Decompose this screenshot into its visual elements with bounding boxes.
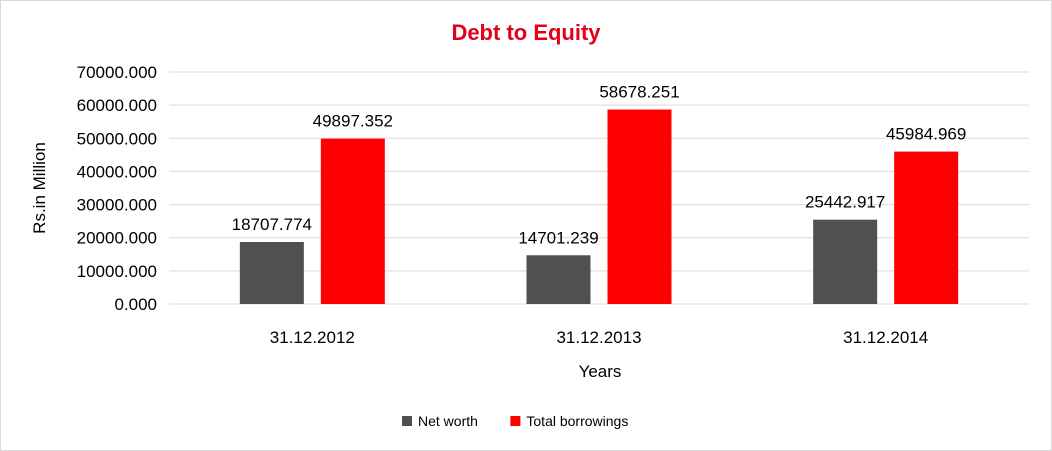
legend-label: Net worth — [418, 413, 478, 429]
y-tick-label: 10000.000 — [77, 262, 157, 281]
bars — [239, 109, 959, 304]
x-tick-label: 31.12.2014 — [843, 328, 928, 347]
y-tick-label: 60000.000 — [77, 96, 157, 115]
data-labels: 18707.774 49897.352 14701.239 58678.251 2544… — [232, 83, 967, 248]
y-axis-label: Rs.in Million — [30, 142, 49, 234]
legend-label: Total borrowings — [526, 413, 628, 429]
legend: Net worth Total borrowings — [402, 413, 628, 429]
bar-net-worth — [813, 219, 878, 304]
x-tick-label: 31.12.2013 — [556, 328, 641, 347]
y-tick-label: 0.000 — [114, 295, 157, 314]
data-label: 49897.352 — [313, 112, 393, 131]
bar-net-worth — [526, 255, 591, 304]
data-label: 58678.251 — [599, 83, 679, 102]
y-tick-label: 50000.000 — [77, 129, 157, 148]
y-tick-label: 40000.000 — [77, 162, 157, 181]
y-tick-label: 30000.000 — [77, 196, 157, 215]
legend-swatch — [402, 416, 412, 426]
chart-title: Debt to Equity — [451, 20, 601, 45]
data-label: 14701.239 — [518, 228, 598, 247]
x-tick-label: 31.12.2012 — [270, 328, 355, 347]
x-axis-categories: 31.12.2012 31.12.2013 31.12.2014 — [270, 328, 928, 347]
x-axis-label: Years — [579, 362, 622, 381]
bar-total-borrowings — [320, 138, 385, 304]
bar-total-borrowings — [894, 151, 959, 304]
legend-swatch — [510, 416, 521, 426]
gridlines — [169, 71, 1029, 305]
y-tick-label: 20000.000 — [77, 229, 157, 248]
bar-total-borrowings — [607, 109, 672, 304]
bar-net-worth — [239, 241, 304, 304]
y-tick-label: 70000.000 — [77, 63, 157, 82]
data-label: 18707.774 — [232, 215, 312, 234]
y-axis-ticks: 0.000 10000.000 20000.000 30000.000 40000.00… — [77, 63, 157, 314]
data-label: 25442.917 — [805, 193, 885, 212]
data-label: 45984.969 — [886, 125, 966, 144]
